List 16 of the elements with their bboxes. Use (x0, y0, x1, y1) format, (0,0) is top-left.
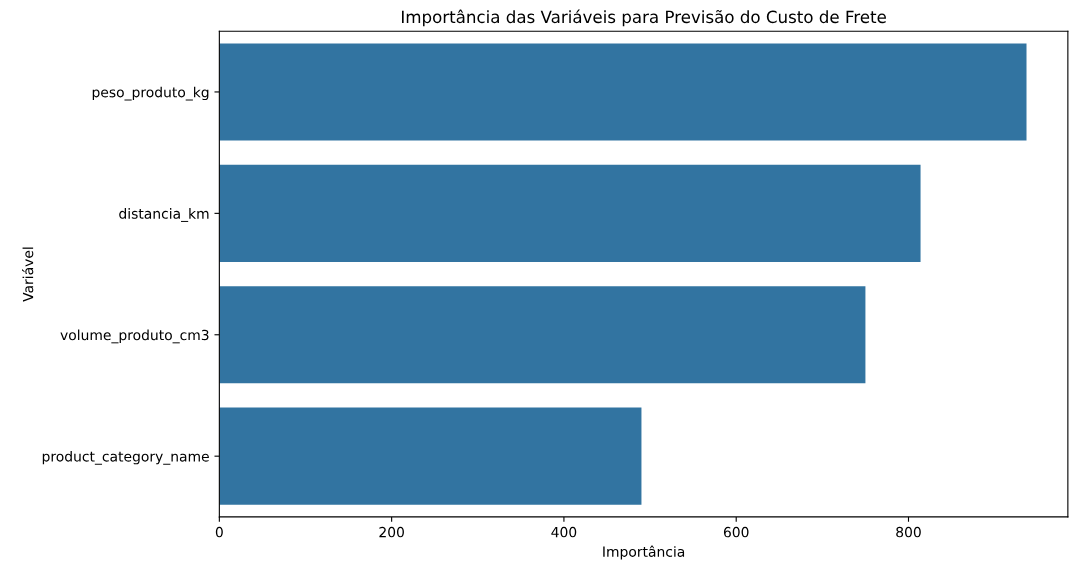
bar (219, 164, 921, 262)
x-tick-label: 200 (379, 526, 404, 538)
x-tick-label: 800 (896, 526, 921, 538)
chart-title: Importância das Variáveis para Previsão do Custo de Frete (402, 9, 886, 27)
x-tick-label: 0 (215, 526, 223, 538)
x-tick-label: 400 (551, 526, 577, 538)
y-tick-label: distancia_km (119, 208, 209, 222)
y-axis-title: Variável (22, 247, 34, 302)
bar (219, 43, 1027, 141)
y-tick-label: peso_produto_kg (92, 86, 209, 101)
x-axis-title: Importância (603, 545, 685, 560)
y-tick-label: volume_produto_cm3 (60, 329, 209, 344)
bar (219, 286, 866, 384)
bar (219, 407, 642, 505)
y-tick-label: product_category_name (42, 450, 209, 465)
x-tick-label: 600 (723, 526, 749, 538)
